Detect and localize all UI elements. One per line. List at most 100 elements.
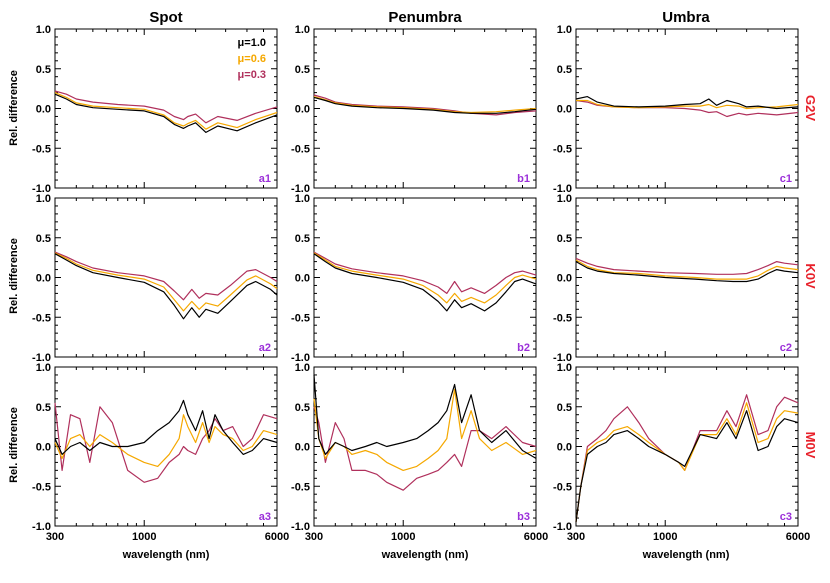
y-axis-title-row3: Rel. difference xyxy=(8,407,20,483)
x-axis-title-col2: wavelength (nm) xyxy=(381,549,469,561)
y-tick-label: 0.5 xyxy=(36,402,51,414)
y-tick-label: 1.0 xyxy=(295,24,310,36)
row-label-k0v: K0V xyxy=(803,263,818,289)
column-title-spot: Spot xyxy=(149,9,182,26)
legend: μ=1.0 μ=0.6 μ=0.3 xyxy=(238,37,266,81)
y-tick-label: 0.5 xyxy=(36,233,51,245)
series-line-0.3 xyxy=(54,251,278,301)
series-line-1.0 xyxy=(575,410,799,523)
series-line-1.0 xyxy=(54,399,278,455)
series-line-0.3 xyxy=(54,402,278,483)
legend-entry-mu-0.3: μ=0.3 xyxy=(238,69,266,81)
y-tick-label: -0.5 xyxy=(32,481,51,493)
y-tick-label: -1.0 xyxy=(32,183,51,195)
y-tick-label: 0.0 xyxy=(36,273,51,285)
panel-b1: 1.0 0.5 0.0 -0.5 -1.0 b1 xyxy=(291,24,537,195)
y-tick-label: 0.5 xyxy=(295,402,310,414)
x-axis-title-col1: wavelength (nm) xyxy=(122,549,210,561)
x-tick-label: 300 xyxy=(305,531,323,543)
x-tick-label: 1000 xyxy=(653,531,677,543)
x-axis-title-col3: wavelength (nm) xyxy=(642,549,730,561)
row-label-m0v: M0V xyxy=(803,432,818,459)
y-tick-label: -1.0 xyxy=(553,352,572,364)
panel-id-label: c2 xyxy=(780,342,792,354)
series-line-0.3 xyxy=(313,94,537,116)
series-line-1.0 xyxy=(575,261,799,283)
panel-id-label: b3 xyxy=(517,511,530,523)
x-tick-label: 6000 xyxy=(265,531,289,543)
y-tick-label: 0.0 xyxy=(557,273,572,285)
y-tick-label: -1.0 xyxy=(32,352,51,364)
panel-frame xyxy=(54,197,278,358)
x-tick-label: 300 xyxy=(46,531,64,543)
panel-c1: 1.0 0.5 0.0 -0.5 -1.0 c1 xyxy=(553,24,799,195)
y-tick-label: -1.0 xyxy=(291,352,310,364)
row-label-g2v: G2V xyxy=(803,95,818,121)
series-line-0.6 xyxy=(54,414,278,467)
y-tick-label: 0.5 xyxy=(36,64,51,76)
y-tick-label: 0.5 xyxy=(295,233,310,245)
y-tick-label: 1.0 xyxy=(557,193,572,205)
y-axis-title-row1: Rel. difference xyxy=(8,70,20,146)
x-tick-label: 1000 xyxy=(132,531,156,543)
panel-id-label: c3 xyxy=(780,511,792,523)
y-tick-label: 0.0 xyxy=(295,442,310,454)
panel-b2: 1.0 0.5 0.0 -0.5 -1.0 b2 xyxy=(291,193,537,364)
series-line-0.6 xyxy=(313,96,537,114)
panel-id-label: a3 xyxy=(259,511,271,523)
legend-entry-mu-1.0: μ=1.0 xyxy=(238,37,266,49)
y-tick-label: -0.5 xyxy=(291,143,310,155)
y-tick-label: -0.5 xyxy=(553,143,572,155)
panel-a2: 1.0 0.5 0.0 -0.5 -1.0 a2 xyxy=(32,193,278,364)
y-tick-label: -0.5 xyxy=(291,481,310,493)
panel-frame xyxy=(313,197,537,358)
panel-frame xyxy=(313,366,537,527)
series-line-0.6 xyxy=(576,99,799,110)
series-line-1.0 xyxy=(313,96,537,114)
series-line-1.0 xyxy=(54,253,278,320)
y-tick-label: 0.0 xyxy=(557,104,572,116)
y-tick-label: 1.0 xyxy=(36,362,51,374)
y-tick-label: 0.5 xyxy=(557,233,572,245)
panel-id-label: b2 xyxy=(517,342,530,354)
series-line-0.3 xyxy=(575,99,799,118)
column-title-penumbra: Penumbra xyxy=(388,9,462,26)
series-line-0.3 xyxy=(54,90,278,124)
panel-c2: 1.0 0.5 0.0 -0.5 -1.0 c2 xyxy=(553,193,799,364)
y-tick-label: -0.5 xyxy=(553,481,572,493)
x-tick-label: 1000 xyxy=(391,531,415,543)
y-tick-label: -1.0 xyxy=(291,183,310,195)
y-tick-label: -0.5 xyxy=(32,312,51,324)
y-tick-label: 0.0 xyxy=(557,442,572,454)
series-line-0.6 xyxy=(54,92,278,130)
y-tick-label: -0.5 xyxy=(291,312,310,324)
x-tick-label: 6000 xyxy=(786,531,810,543)
y-tick-label: 0.0 xyxy=(295,273,310,285)
y-tick-label: 1.0 xyxy=(36,24,51,36)
y-tick-label: 1.0 xyxy=(295,193,310,205)
y-tick-label: 0.0 xyxy=(36,104,51,116)
y-tick-label: -1.0 xyxy=(553,521,572,533)
y-tick-label: 1.0 xyxy=(36,193,51,205)
series-line-1.0 xyxy=(54,93,278,133)
y-tick-label: 1.0 xyxy=(557,24,572,36)
y-tick-label: 0.0 xyxy=(36,442,51,454)
panel-a1: 1.0 0.5 0.0 -0.5 -1.0 a1 xyxy=(32,24,278,195)
y-axis-title-row2: Rel. difference xyxy=(8,238,20,314)
series-line-0.6 xyxy=(575,402,799,523)
y-tick-label: -1.0 xyxy=(291,521,310,533)
series-line-0.6 xyxy=(575,259,799,280)
series-line-0.6 xyxy=(54,252,278,312)
y-tick-label: 0.5 xyxy=(295,64,310,76)
y-tick-label: 1.0 xyxy=(557,362,572,374)
y-tick-label: 0.5 xyxy=(557,402,572,414)
y-tick-label: -1.0 xyxy=(553,183,572,195)
series-line-1.0 xyxy=(575,95,799,110)
series-line-1.0 xyxy=(313,374,537,459)
y-tick-label: -0.5 xyxy=(32,143,51,155)
y-tick-label: 1.0 xyxy=(295,362,310,374)
